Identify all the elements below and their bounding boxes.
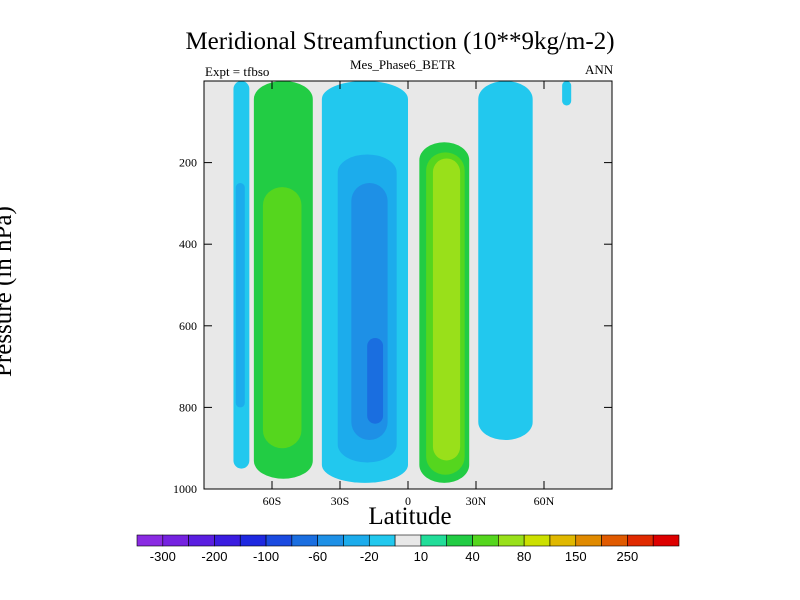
colorbar-swatch [652, 534, 680, 547]
colorbar-swatch [239, 534, 267, 547]
colorbar-label: 40 [465, 549, 479, 564]
colorbar-swatch [291, 534, 318, 547]
colorbar-label: 80 [517, 549, 531, 564]
x-tick-label: 60S [263, 494, 282, 508]
colorbar-swatch [498, 534, 525, 547]
colorbar-swatch [420, 534, 448, 547]
colorbar-label: 250 [617, 549, 639, 564]
colorbar-swatch [188, 534, 215, 547]
colorbar-label: -200 [201, 549, 227, 564]
sh-ferrel-cell-inner [262, 187, 302, 449]
y-tick-label: 400 [179, 237, 197, 251]
x-tick-label: 30N [466, 494, 487, 508]
sh-hadley-cell-core-3 [367, 338, 384, 424]
colorbar-swatch [317, 534, 344, 547]
colorbar-label: -60 [308, 549, 327, 564]
colorbar-swatch [523, 534, 551, 547]
nh-hadley-cell-core-2 [432, 158, 461, 461]
colorbar-swatch [472, 534, 499, 547]
colorbar-swatch [162, 534, 189, 547]
season-label: ANN [585, 62, 614, 77]
colorbar-swatch [368, 534, 396, 547]
x-tick-label: 30S [331, 494, 350, 508]
colorbar-label: 150 [565, 549, 587, 564]
contour-fields [233, 81, 572, 483]
experiment-label: Expt = tfbso [205, 64, 270, 79]
colorbar-swatch [136, 534, 164, 547]
colorbar-label: -20 [360, 549, 379, 564]
colorbar-label: -300 [150, 549, 176, 564]
colorbar-swatch [265, 534, 293, 547]
colorbar-swatch [446, 534, 473, 547]
x-axis-label: Latitude [368, 503, 452, 530]
nh-polar-cell [562, 81, 572, 106]
chart-title: Meridional Streamfunction (10**9kg/m-2) [185, 28, 615, 55]
x-tick-label: 60N [534, 494, 555, 508]
y-tick-label: 200 [179, 156, 197, 170]
colorbar: -300 -200 -100 -60 -20 10 40 80 150 250 [136, 534, 680, 564]
colorbar-swatch [343, 534, 370, 547]
case-label: Mes_Phase6_BETR [350, 57, 456, 72]
axis-ticks: 60S 30S 0 30N 60N 200 400 600 800 1000 [173, 81, 612, 508]
sh-polar-cell-core [235, 183, 245, 408]
colorbar-swatch [549, 534, 577, 547]
x-tick-label: 0 [405, 494, 411, 508]
nh-ferrel-cell [478, 81, 533, 441]
colorbar-label: -100 [253, 549, 279, 564]
colorbar-swatch [601, 534, 628, 547]
y-tick-label: 800 [179, 400, 197, 414]
y-tick-label: 600 [179, 319, 197, 333]
y-tick-label: 1000 [173, 482, 197, 496]
colorbar-label: 10 [414, 549, 428, 564]
colorbar-swatch [394, 534, 422, 547]
colorbar-swatch [575, 534, 602, 547]
colorbar-swatch [627, 534, 654, 547]
colorbar-swatch [214, 534, 241, 547]
